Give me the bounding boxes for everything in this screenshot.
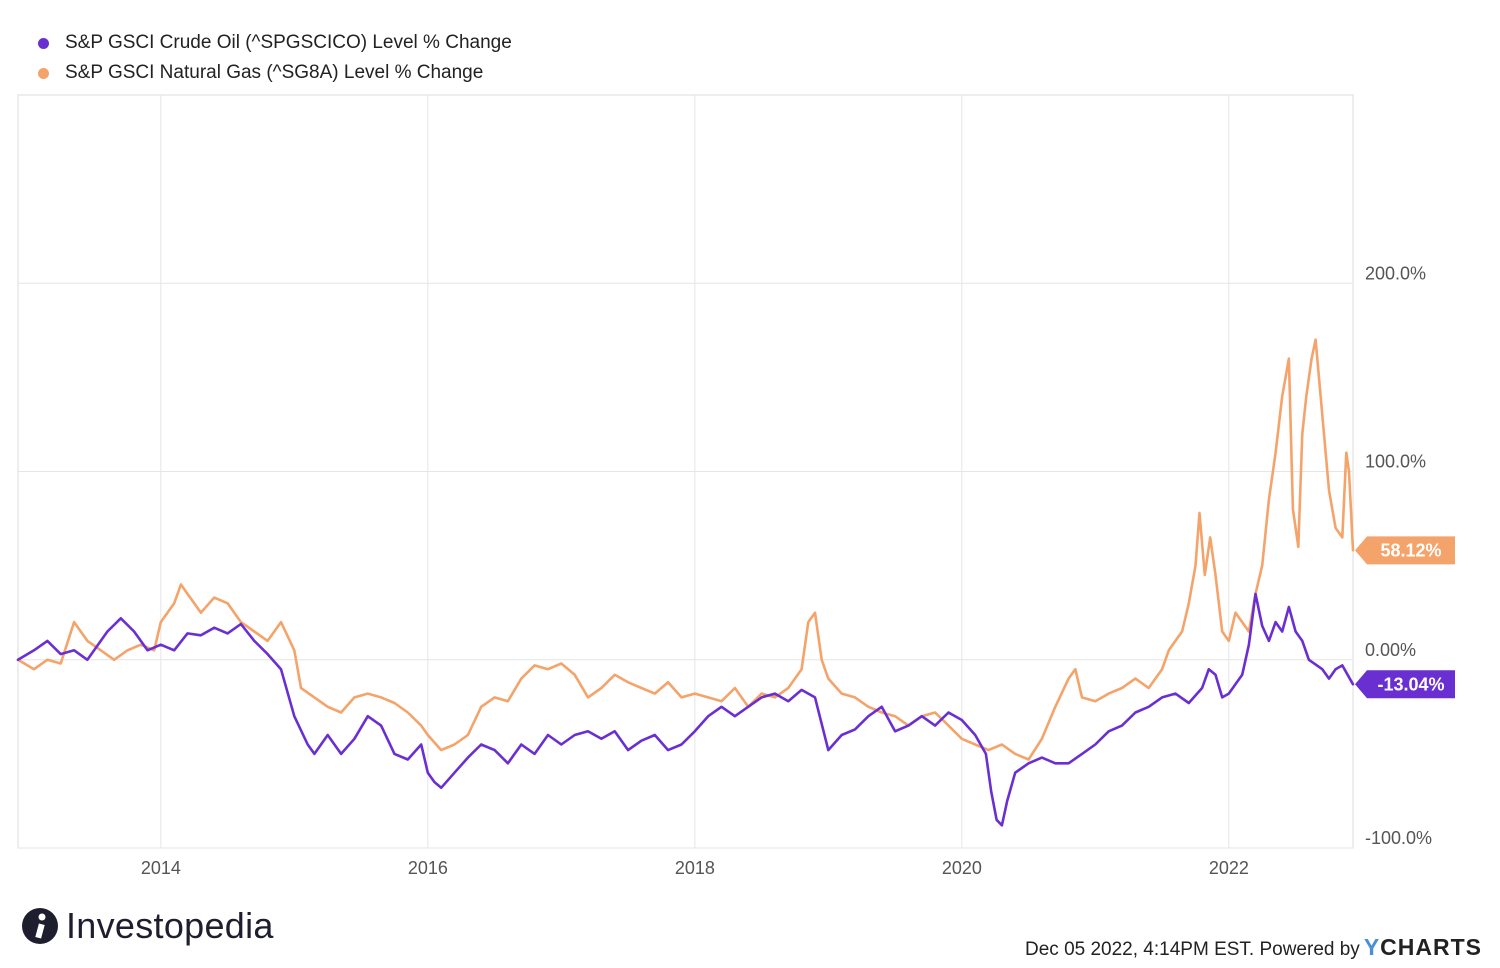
x-tick-label: 2014 [141, 858, 181, 878]
y-tick-label: 200.0% [1365, 263, 1426, 283]
legend-label-natural-gas: S&P GSCI Natural Gas (^SG8A) Level % Cha… [65, 62, 484, 83]
x-tick-label: 2018 [675, 858, 715, 878]
legend-label-crude-oil: S&P GSCI Crude Oil (^SPGSCICO) Level % C… [65, 32, 512, 53]
ycharts-logo[interactable]: YCHARTS [1364, 934, 1482, 961]
legend-dot-natural-gas [38, 67, 49, 79]
chart-legend: S&P GSCI Crude Oil (^SPGSCICO) Level % C… [38, 28, 512, 88]
footer-credit: Dec 05 2022, 4:14PM EST. Powered by YCHA… [1025, 934, 1482, 961]
investopedia-logo: Investopedia [20, 905, 274, 947]
legend-item-crude-oil[interactable]: S&P GSCI Crude Oil (^SPGSCICO) Level % C… [38, 28, 512, 58]
y-tick-label: 0.00% [1365, 640, 1416, 660]
series-line-natural-gas[interactable] [16, 338, 1355, 761]
ycharts-logo-rest: CHARTS [1380, 934, 1482, 960]
ycharts-logo-y: Y [1363, 934, 1381, 960]
investopedia-logo-icon [22, 908, 58, 944]
legend-item-natural-gas[interactable]: S&P GSCI Natural Gas (^SG8A) Level % Cha… [38, 58, 512, 88]
x-tick-label: 2020 [942, 858, 982, 878]
end-value-label-crude-oil: -13.04% [1377, 674, 1444, 694]
series-line-crude-oil[interactable] [16, 592, 1355, 827]
y-tick-label: 100.0% [1365, 452, 1426, 472]
x-tick-label: 2016 [408, 858, 448, 878]
brand-name: Investopedia [66, 905, 274, 946]
end-value-flag-crude-oil [1355, 670, 1455, 699]
end-value-flag-natural-gas [1355, 536, 1455, 565]
end-value-label-natural-gas: 58.12% [1380, 540, 1441, 560]
legend-dot-crude-oil [38, 37, 49, 49]
credit-text: Dec 05 2022, 4:14PM EST. Powered by [1025, 939, 1360, 960]
x-tick-label: 2022 [1209, 858, 1249, 878]
y-tick-label: -100.0% [1365, 828, 1432, 848]
